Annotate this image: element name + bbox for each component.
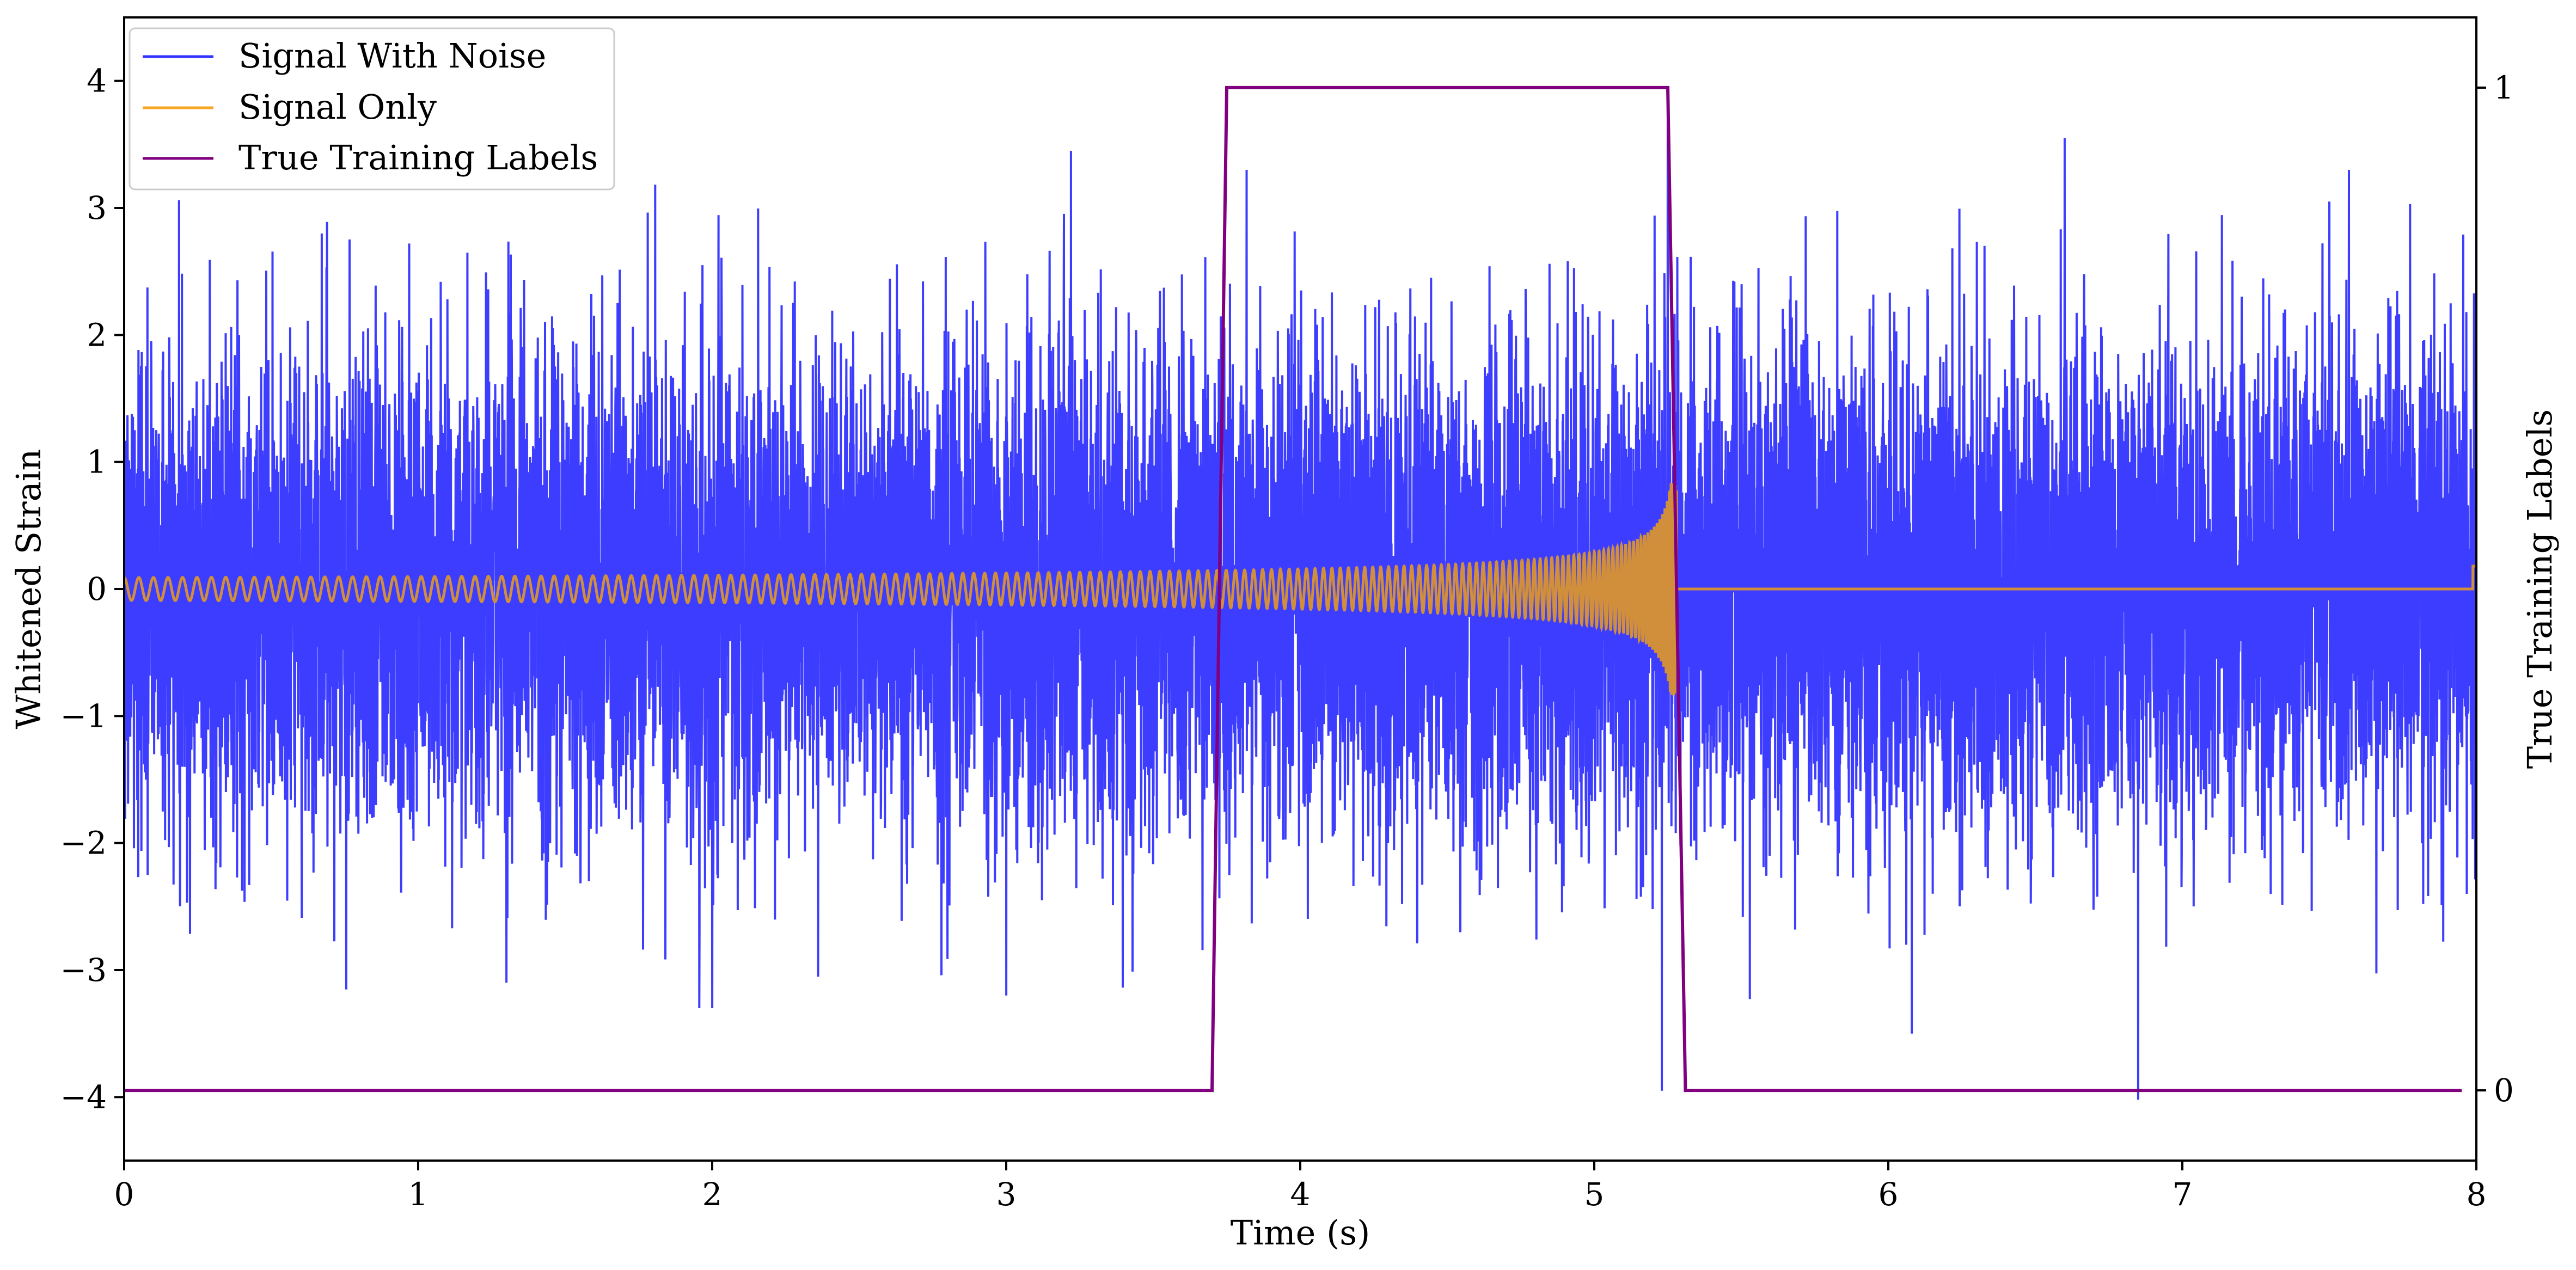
legend: Signal With Noise Signal Only True Train… xyxy=(129,27,615,191)
y-tick-label: −3 xyxy=(60,952,107,989)
x-tick-label: 0 xyxy=(114,1176,134,1213)
y-tick-label: −1 xyxy=(60,697,107,734)
x-tick-label: 8 xyxy=(2467,1176,2487,1213)
legend-label-signal-with-noise: Signal With Noise xyxy=(238,36,546,76)
x-tick-label: 2 xyxy=(702,1176,723,1213)
x-tick-label: 3 xyxy=(996,1176,1017,1213)
x-tick-label: 7 xyxy=(2173,1176,2193,1213)
plot-area xyxy=(124,85,2476,1100)
x-tick-label: 1 xyxy=(408,1176,429,1213)
y2-tick-label: 0 xyxy=(2494,1072,2514,1109)
legend-label-true-training-labels: True Training Labels xyxy=(238,138,598,177)
y-tick-label: −4 xyxy=(60,1078,107,1115)
y-tick-label: 3 xyxy=(87,189,107,226)
y-tick-label: 2 xyxy=(87,316,107,353)
y-axis-label: Whitened Strain xyxy=(9,449,48,729)
y2-axis-ticks: 01 xyxy=(2476,69,2514,1109)
y2-axis-label: True Training Labels xyxy=(2520,409,2560,769)
legend-box xyxy=(129,27,615,191)
y-tick-label: −2 xyxy=(60,825,107,862)
legend-label-signal-only: Signal Only xyxy=(238,87,437,127)
x-tick-label: 4 xyxy=(1290,1176,1311,1213)
series-true-training-labels xyxy=(124,85,2462,1093)
x-tick-label: 6 xyxy=(1879,1176,1899,1213)
y-tick-label: 0 xyxy=(87,570,107,608)
y-tick-label: 4 xyxy=(87,63,107,100)
true-training-labels-line xyxy=(124,85,2462,1093)
y-axis-ticks: −4 −3 −2 −1 0 1 2 3 4 xyxy=(60,63,124,1115)
signal-only-line xyxy=(124,482,2476,696)
x-tick-label: 5 xyxy=(1584,1176,1605,1213)
y-tick-label: 1 xyxy=(87,444,107,481)
series-signal-only xyxy=(124,482,2476,696)
y2-tick-label: 1 xyxy=(2494,69,2514,106)
x-axis-label: Time (s) xyxy=(1231,1213,1370,1253)
x-axis-ticks: 0 1 2 3 4 5 6 7 8 xyxy=(114,1161,2487,1213)
